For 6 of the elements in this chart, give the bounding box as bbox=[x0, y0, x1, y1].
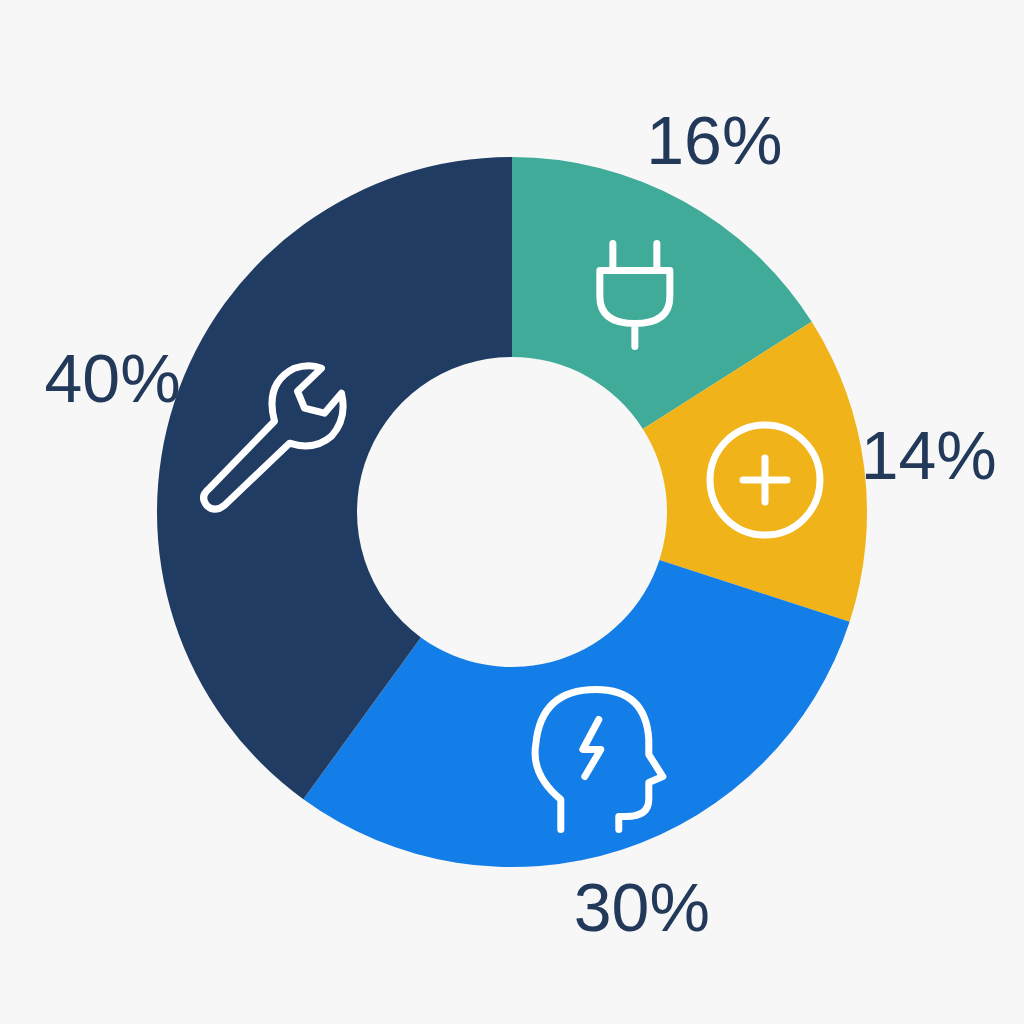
data-label: 40% bbox=[44, 340, 181, 417]
data-label: 14% bbox=[860, 417, 997, 494]
data-label: 16% bbox=[646, 101, 783, 178]
data-label: 30% bbox=[573, 869, 710, 946]
donut-slice bbox=[642, 321, 867, 622]
donut-slice bbox=[303, 559, 850, 867]
